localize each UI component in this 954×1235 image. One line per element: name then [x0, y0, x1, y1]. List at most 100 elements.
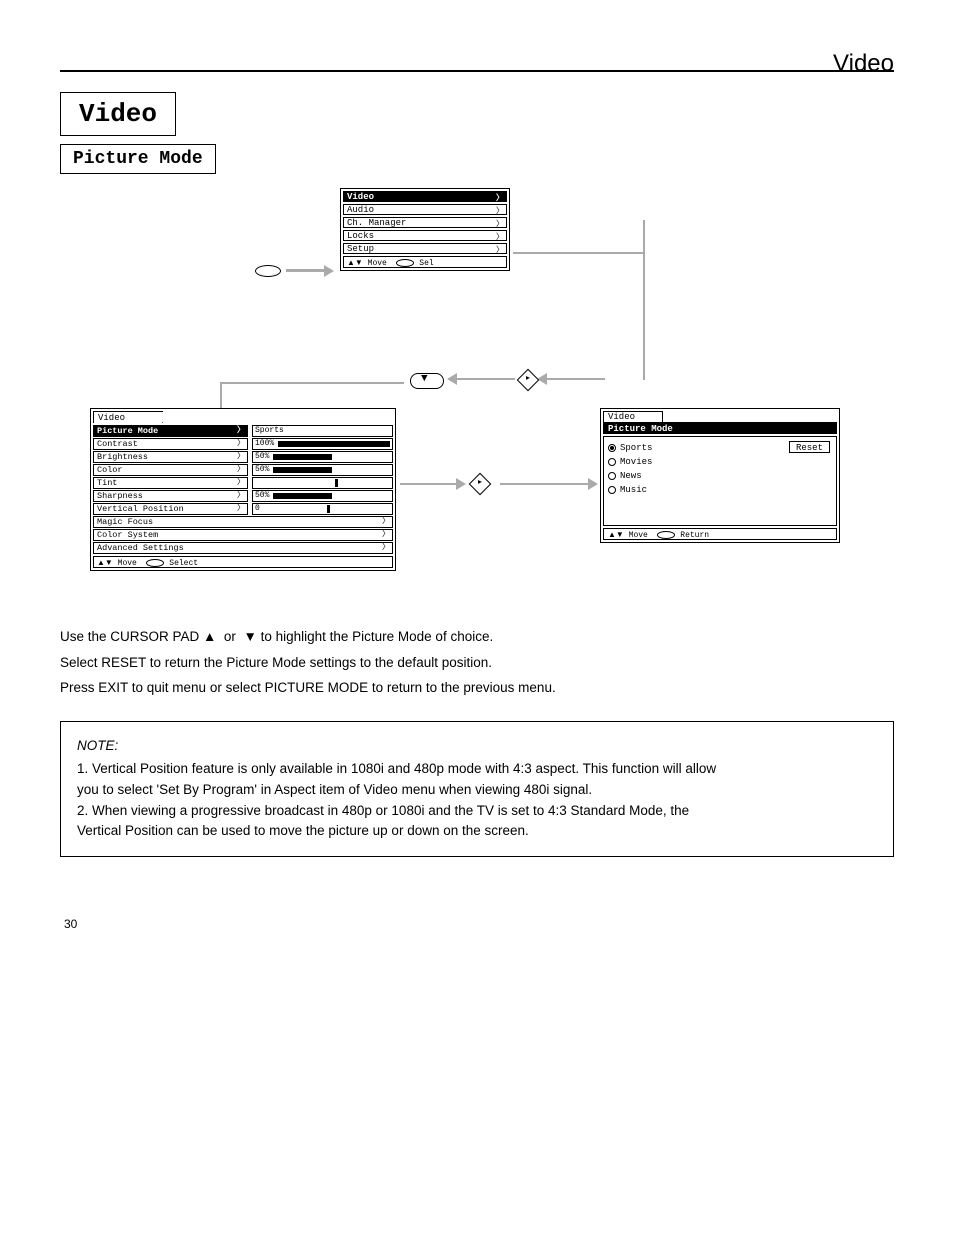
radio-icon	[608, 486, 616, 494]
setting-contrast[interactable]: Contrast 〉 100%	[93, 438, 393, 450]
chevron-right-icon: 〉	[237, 426, 245, 436]
chevron-right-icon: 〉	[382, 517, 390, 527]
note-line: Vertical Position can be used to move th…	[77, 821, 877, 842]
setting-value: 50%	[255, 491, 269, 501]
option-label: Music	[620, 485, 647, 495]
menu-item-label: Setup	[347, 244, 374, 254]
setting-vertical-position[interactable]: Vertical Position 〉 0	[93, 503, 393, 515]
setting-label: Picture Mode	[97, 426, 158, 436]
chevron-right-icon: 〉	[496, 232, 504, 243]
cursor-right-icon	[469, 473, 492, 496]
setting-picture-mode[interactable]: Picture Mode 〉 Sports	[93, 425, 393, 437]
menu-item-label: Locks	[347, 231, 374, 241]
setting-value: 100%	[255, 439, 274, 449]
arrow-icon	[400, 483, 458, 485]
page-rule	[60, 70, 894, 72]
radio-icon	[608, 444, 616, 452]
note-line: 1. Vertical Position feature is only ava…	[77, 759, 877, 780]
arrow-icon	[500, 483, 590, 485]
text: Use the CURSOR PAD	[60, 629, 203, 644]
note-line: you to select 'Set By Program' in Aspect…	[77, 780, 877, 801]
subsection-title: Picture Mode	[60, 144, 216, 174]
section-title: Video	[60, 92, 176, 136]
radio-icon	[608, 458, 616, 466]
option-music[interactable]: Music	[608, 483, 832, 497]
text: Press EXIT to quit menu or select PICTUR…	[60, 677, 894, 699]
panel-footer: ▲▼ Move Select	[93, 556, 393, 568]
select-oval-icon	[146, 559, 164, 567]
select-oval-icon	[396, 259, 414, 267]
chevron-right-icon: 〉	[237, 504, 245, 514]
setting-label: Contrast	[97, 439, 138, 449]
setting-label: Tint	[97, 478, 117, 488]
cursor-down-icon	[410, 373, 444, 394]
instruction-text: Use the CURSOR PAD ▲ or ▼ to highlight t…	[60, 626, 894, 699]
down-arrow-icon: ▼	[243, 629, 256, 644]
page-title-right: Video	[833, 50, 894, 78]
select-oval-icon	[657, 531, 675, 539]
option-movies[interactable]: Movies	[608, 455, 832, 469]
menu-item-video[interactable]: Video 〉	[343, 191, 507, 202]
chevron-right-icon: 〉	[382, 530, 390, 540]
chevron-right-icon: 〉	[237, 439, 245, 449]
setting-value: 0	[255, 504, 260, 514]
panel-header: Picture Mode	[603, 422, 837, 434]
chevron-right-icon: 〉	[237, 478, 245, 488]
setting-advanced[interactable]: Advanced Settings 〉	[93, 542, 393, 554]
radio-icon	[608, 472, 616, 480]
setting-sharpness[interactable]: Sharpness 〉 50%	[93, 490, 393, 502]
footer-move: Move	[368, 259, 387, 268]
chevron-right-icon: 〉	[237, 452, 245, 462]
setting-label: Color	[97, 465, 123, 475]
chevron-right-icon: 〉	[496, 206, 504, 217]
setting-brightness[interactable]: Brightness 〉 50%	[93, 451, 393, 463]
menu-item-locks[interactable]: Locks 〉	[343, 230, 507, 241]
setting-label: Brightness	[97, 452, 148, 462]
footer-move: Move	[629, 531, 648, 540]
option-news[interactable]: News	[608, 469, 832, 483]
page-number: 30	[64, 917, 894, 931]
setting-tint[interactable]: Tint 〉	[93, 477, 393, 489]
panel-footer: ▲▼ Move Return	[603, 528, 837, 540]
reset-button[interactable]: Reset	[789, 441, 830, 453]
panel-tab-video: Video	[603, 411, 663, 422]
menu-item-setup[interactable]: Setup 〉	[343, 243, 507, 254]
text: to highlight the Picture Mode of choice.	[261, 629, 494, 644]
chevron-right-icon: 〉	[382, 543, 390, 553]
menu-button-icon	[255, 264, 281, 282]
main-menu-panel: Video 〉 Audio 〉 Ch. Manager 〉 Locks 〉 Se…	[340, 188, 510, 271]
text: Select RESET to return the Picture Mode …	[60, 652, 894, 674]
menu-item-label: Video	[347, 192, 374, 202]
note-box: NOTE: 1. Vertical Position feature is on…	[60, 721, 894, 858]
panel-tab-video: Video	[93, 411, 163, 423]
setting-color-system[interactable]: Color System 〉	[93, 529, 393, 541]
menu-item-audio[interactable]: Audio 〉	[343, 204, 507, 215]
menu-item-label: Ch. Manager	[347, 218, 406, 228]
footer-return: Return	[680, 531, 709, 540]
setting-color[interactable]: Color〉 50%	[93, 464, 393, 476]
setting-label: Color System	[97, 530, 158, 540]
note-line: 2. When viewing a progressive broadcast …	[77, 801, 877, 822]
option-label: News	[620, 471, 642, 481]
arrow-icon	[455, 378, 515, 380]
setting-magic-focus[interactable]: Magic Focus〉	[93, 516, 393, 528]
up-arrow-icon: ▲	[203, 629, 216, 644]
menu-item-ch-manager[interactable]: Ch. Manager 〉	[343, 217, 507, 228]
connector-line	[515, 220, 645, 380]
setting-label: Vertical Position	[97, 504, 184, 514]
arrow-icon	[545, 378, 605, 380]
video-settings-panel: Video Picture Mode 〉 Sports Contrast 〉 100…	[90, 408, 396, 571]
setting-value: 50%	[255, 452, 269, 462]
chevron-right-icon: 〉	[496, 219, 504, 230]
arrow-icon	[286, 267, 332, 275]
setting-label: Advanced Settings	[97, 543, 184, 553]
note-heading: NOTE:	[77, 736, 877, 757]
menu-item-label: Audio	[347, 205, 374, 215]
footer-sel: Sel	[419, 259, 433, 268]
setting-value: Sports	[255, 426, 284, 436]
option-label: Movies	[620, 457, 652, 467]
chevron-right-icon: 〉	[237, 465, 245, 475]
chevron-right-icon: 〉	[237, 491, 245, 501]
setting-label: Sharpness	[97, 491, 143, 501]
chevron-right-icon: 〉	[496, 245, 504, 256]
